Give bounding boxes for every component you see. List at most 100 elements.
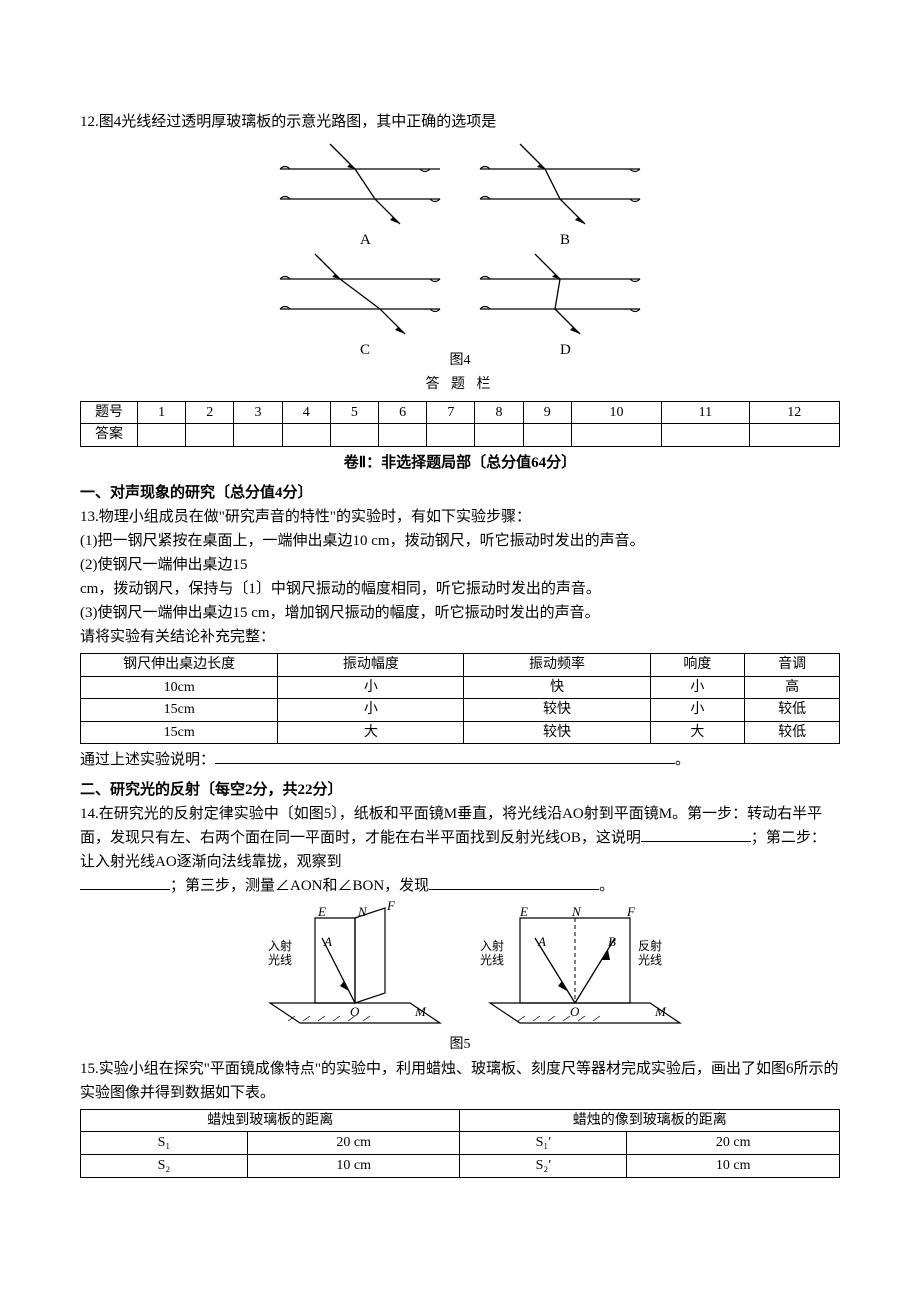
q13-td: 小 [278,699,464,722]
q13-th: 振动频率 [464,653,650,676]
svg-text:M: M [414,1004,427,1019]
q13-table: 钢尺伸出桌边长度 振动幅度 振动频率 响度 音调 10cm 小 快 小 高 15… [80,653,840,744]
ans-col: 7 [427,401,475,424]
q13-td: 高 [745,676,840,699]
svg-text:光线: 光线 [638,953,662,967]
q15-td: 10 cm [247,1154,460,1177]
q13-step2a: (2)使钢尺一端伸出桌边15 [80,553,840,577]
ans-cell[interactable] [282,424,330,447]
fig4-svg: A B [250,134,670,354]
ans-col: 8 [475,401,523,424]
q15-td: 20 cm [247,1132,460,1155]
q14c: ；第三步，测量∠AON和∠BON，发现 [170,878,429,894]
q13-td: 较快 [464,699,650,722]
svg-text:光线: 光线 [268,953,292,967]
ans-cell[interactable] [330,424,378,447]
ans-col: 3 [234,401,282,424]
ans-head-2: 答案 [81,424,138,447]
ans-cell[interactable] [379,424,427,447]
q15-td: S₂′ [460,1154,627,1177]
ans-cell[interactable] [749,424,840,447]
ans-col: 11 [662,401,749,424]
answer-table-answer-row: 答案 [81,424,840,447]
q13-th: 振动幅度 [278,653,464,676]
q13-post-b: 。 [675,752,690,768]
q13-td: 快 [464,676,650,699]
ans-cell[interactable] [427,424,475,447]
q13-step2b: cm，拨动钢尺，保持与〔1〕中钢尺振动的幅度相同，听它振动时发出的声音。 [80,577,840,601]
svg-text:B: B [608,934,616,949]
svg-text:E: E [317,904,326,919]
q13-th: 钢尺伸出桌边长度 [81,653,278,676]
ans-cell[interactable] [662,424,749,447]
ans-cell[interactable] [571,424,661,447]
blank[interactable] [215,748,675,764]
svg-text:O: O [350,1004,360,1019]
q13-td: 较快 [464,721,650,744]
fig5-caption: 图5 [80,1034,840,1056]
blank[interactable] [641,826,751,842]
svg-text:O: O [570,1004,580,1019]
ans-cell[interactable] [475,424,523,447]
svg-text:N: N [357,904,368,919]
q13-th: 音调 [745,653,840,676]
answer-table: 题号 1 2 3 4 5 6 7 8 9 10 11 12 答案 [80,401,840,447]
svg-text:F: F [386,898,396,913]
fig4-caption: 图4 [80,350,840,372]
ans-cell[interactable] [523,424,571,447]
q13-intro: 13.物理小组成员在做"研究声音的特性"的实验时，有如下实验步骤： [80,505,840,529]
q12-text: 12.图4光线经过透明厚玻璃板的示意光路图，其中正确的选项是 [80,110,840,134]
q13-th: 响度 [650,653,745,676]
fig5-svg: E N F A O M 入射 光线 [230,898,690,1038]
q13-post-a: 通过上述实验说明： [80,752,215,768]
svg-text:M: M [654,1004,667,1019]
svg-text:E: E [519,904,528,919]
svg-text:光线: 光线 [480,953,504,967]
part2-title: 卷Ⅱ：非选择题局部〔总分值64分〕 [80,451,840,475]
q13-td: 15cm [81,699,278,722]
q15-td: 20 cm [627,1132,840,1155]
q15-td: S₁ [81,1132,248,1155]
label-a: A [360,232,371,248]
ans-col: 4 [282,401,330,424]
q13-post: 通过上述实验说明： 。 [80,748,840,772]
svg-text:入射: 入射 [268,938,292,953]
q13-td: 大 [278,721,464,744]
fig4-container: A B [80,134,840,397]
q15-td: S₂ [81,1154,248,1177]
label-d: D [560,342,571,354]
ans-col: 10 [571,401,661,424]
label-b: B [560,232,570,248]
ans-col: 5 [330,401,378,424]
q15-text: 15.实验小组在探究"平面镜成像特点"的实验中，利用蜡烛、玻璃板、刻度尺等器材完… [80,1057,840,1105]
svg-text:F: F [626,904,636,919]
label-c: C [360,342,370,354]
answer-bar-title: 答 题 栏 [80,374,840,396]
ans-cell[interactable] [234,424,282,447]
q13-conclude: 请将实验有关结论补充完整： [80,625,840,649]
answer-table-header-row: 题号 1 2 3 4 5 6 7 8 9 10 11 12 [81,401,840,424]
q15-td: S₁′ [460,1132,627,1155]
svg-text:N: N [571,904,582,919]
ans-col: 9 [523,401,571,424]
svg-text:入射: 入射 [480,938,504,953]
blank[interactable] [429,874,599,890]
q13-step1: (1)把一钢尺紧按在桌面上，一端伸出桌边10 cm，拨动钢尺，听它振动时发出的声… [80,529,840,553]
blank[interactable] [80,874,170,890]
ans-cell[interactable] [138,424,186,447]
ans-col: 1 [138,401,186,424]
q13-td: 小 [278,676,464,699]
q13-td: 较低 [745,721,840,744]
q14d: 。 [599,878,614,894]
fig5-container: E N F A O M 入射 光线 [80,898,840,1056]
ans-cell[interactable] [186,424,234,447]
ans-head-1: 题号 [81,401,138,424]
q15-table: 蜡烛到玻璃板的距离 蜡烛的像到玻璃板的距离 S₁ 20 cm S₁′ 20 cm… [80,1109,840,1178]
svg-text:A: A [323,934,332,949]
sec2-title: 二、研究光的反射〔每空2分，共22分〕 [80,778,840,802]
sec1-title: 一、对声现象的研究〔总分值4分〕 [80,481,840,505]
svg-text:反射: 反射 [638,938,662,953]
ans-col: 6 [379,401,427,424]
q13-step3: (3)使钢尺一端伸出桌边15 cm，增加钢尺振动的幅度，听它振动时发出的声音。 [80,601,840,625]
q13-td: 小 [650,699,745,722]
